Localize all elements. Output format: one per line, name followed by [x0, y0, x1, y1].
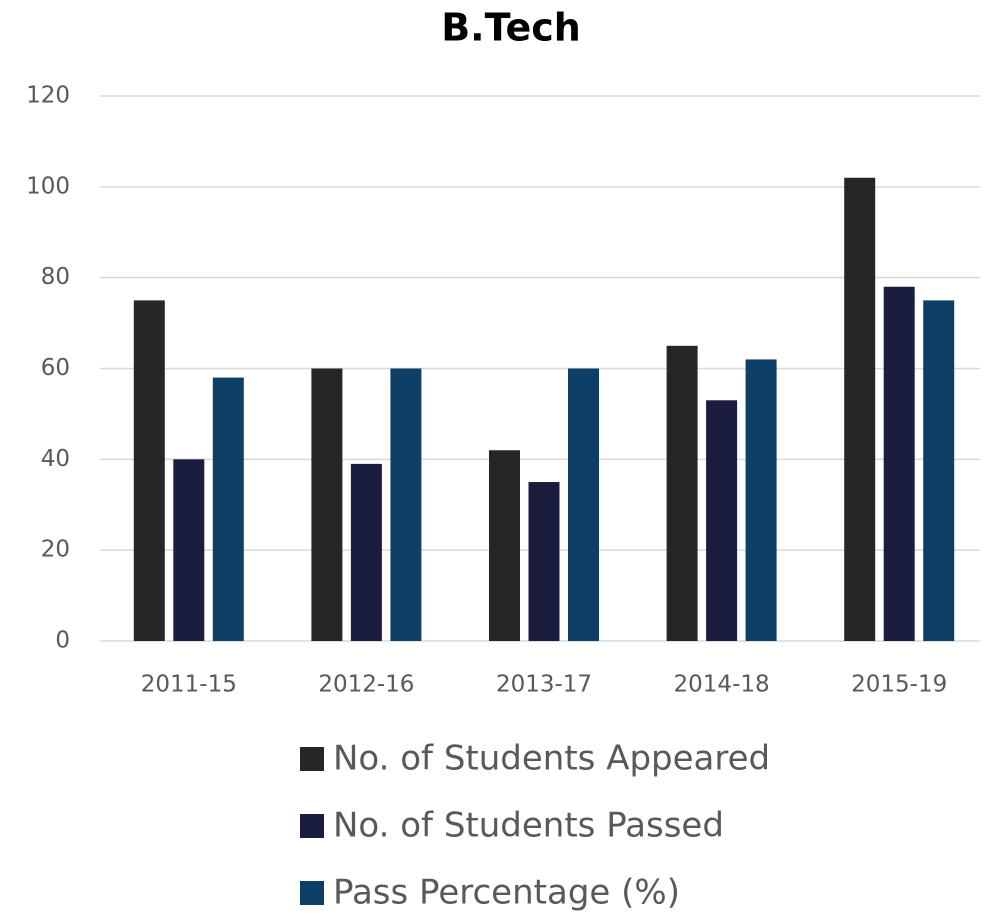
bar: [745, 359, 777, 641]
bar: [528, 482, 560, 641]
x-tick-label: 2014-18: [674, 672, 770, 698]
y-tick-label: 100: [26, 173, 70, 199]
bar: [666, 345, 698, 641]
legend-label: Pass Percentage (%): [333, 873, 680, 913]
y-tick-label: 60: [41, 355, 70, 381]
bar: [568, 368, 599, 641]
legend-swatch: [300, 747, 324, 771]
chart-title: B.Tech: [441, 6, 581, 50]
bar: [489, 450, 520, 641]
y-tick-label: 20: [41, 537, 70, 563]
bar: [923, 300, 955, 641]
x-tick-label: 2011-15: [141, 672, 237, 698]
y-tick-label: 120: [26, 83, 70, 109]
bar: [173, 459, 205, 641]
x-tick-label: 2015-19: [851, 672, 947, 698]
x-tick-label: 2012-16: [318, 672, 414, 698]
legend-label: No. of Students Passed: [333, 806, 724, 846]
bar: [311, 368, 343, 641]
bar: [212, 377, 244, 641]
legend-label: No. of Students Appeared: [333, 739, 770, 779]
legend-swatch: [300, 881, 324, 905]
bar: [133, 300, 165, 641]
y-tick-label: 80: [41, 264, 70, 290]
x-tick-label: 2013-17: [496, 672, 592, 698]
bar: [390, 368, 422, 641]
y-tick-label: 40: [41, 446, 70, 472]
bar: [350, 463, 382, 641]
bar: [844, 177, 876, 641]
legend-swatch: [300, 814, 324, 838]
bar: [706, 400, 738, 641]
bar: [883, 286, 915, 641]
y-tick-label: 0: [55, 628, 70, 654]
